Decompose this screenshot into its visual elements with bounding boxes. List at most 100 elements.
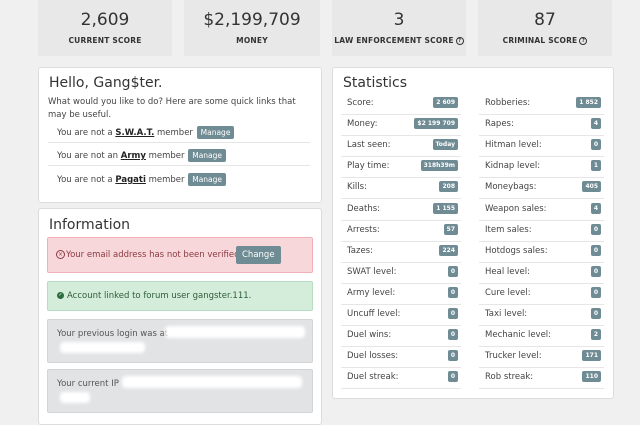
pagati-link[interactable]: Pagati bbox=[115, 175, 146, 185]
money-value: $2,199,709 bbox=[203, 10, 301, 30]
stat-value-badge: 0 bbox=[447, 265, 458, 277]
help-icon[interactable]: ? bbox=[455, 37, 464, 45]
stat-row: Arrests: 57 bbox=[341, 220, 461, 242]
stat-label: Heal level: bbox=[485, 266, 530, 277]
stat-value-badge: $2 199 709 bbox=[414, 118, 458, 130]
stat-row: Mechanic level: 2 bbox=[479, 325, 604, 348]
stat-value-badge: 110 bbox=[582, 371, 601, 383]
stat-row: Robberies: 1 852 bbox=[479, 93, 604, 115]
stat-row: Duel losses: 0 bbox=[341, 346, 461, 369]
membership-prefix: You are not a bbox=[57, 175, 116, 185]
stat-row: Kidnap level: 1 bbox=[479, 156, 604, 179]
stat-value-badge: 318h39m bbox=[420, 160, 458, 172]
army-link[interactable]: Army bbox=[120, 151, 146, 161]
stat-row: Duel streak: 0 bbox=[341, 367, 461, 390]
email-verification-alert: × Your email address has not been verifie… bbox=[47, 237, 313, 273]
information-title: Information bbox=[49, 217, 131, 233]
stat-value-badge: 0 bbox=[590, 244, 601, 256]
stat-value-badge: Today bbox=[432, 139, 458, 151]
law-enforcement-score-label: LAW ENFORCEMENT SCORE bbox=[334, 36, 454, 45]
stat-value-badge: 224 bbox=[439, 244, 458, 256]
forum-alert-text: Account linked to forum user gangster.11… bbox=[67, 291, 252, 301]
stat-value-badge: 1 155 bbox=[433, 202, 458, 214]
stat-label: Item sales: bbox=[485, 224, 532, 235]
criminal-score-card: 87 CRIMINAL SCORE? bbox=[478, 0, 612, 56]
stat-label: Hitman level: bbox=[485, 140, 542, 151]
stat-value-badge: 171 bbox=[582, 350, 601, 362]
stat-value-badge: 2 bbox=[590, 329, 601, 341]
stat-label: Play time: bbox=[347, 161, 390, 172]
stat-value-badge: 405 bbox=[582, 181, 601, 193]
stat-label: Hotdogs sales: bbox=[485, 245, 548, 256]
current-ip-text: Your current IP bbox=[57, 379, 119, 389]
stat-row: Heal level: 0 bbox=[479, 262, 604, 284]
stat-value-badge: 0 bbox=[447, 350, 458, 362]
stat-row: Rob streak: 110 bbox=[479, 367, 604, 390]
stat-row: Cure level: 0 bbox=[479, 283, 604, 305]
stat-value-badge: 4 bbox=[590, 118, 601, 130]
stat-value-badge: 0 bbox=[590, 223, 601, 235]
stat-row: Taxi level: 0 bbox=[479, 304, 604, 326]
stat-value-badge: 4 bbox=[590, 202, 601, 214]
help-icon[interactable]: ? bbox=[579, 37, 588, 45]
stat-label: SWAT level: bbox=[347, 266, 397, 277]
stat-value-badge: 0 bbox=[447, 308, 458, 319]
greeting-title: Hello, Gang$ter. bbox=[49, 75, 163, 91]
stat-row: Item sales: 0 bbox=[479, 220, 604, 242]
current-score-card: 2,609 CURRENT SCORE bbox=[38, 0, 172, 56]
change-email-button[interactable]: Change bbox=[236, 246, 281, 264]
swat-link[interactable]: S.W.A.T. bbox=[115, 128, 155, 138]
previous-login-text: Your previous login was at bbox=[57, 329, 169, 339]
stat-row: Score: 2 609 bbox=[341, 93, 461, 115]
stat-label: Moneybags: bbox=[485, 182, 537, 193]
current-ip-alert: Your current IP bbox=[47, 369, 313, 413]
stat-label: Duel streak: bbox=[347, 372, 399, 383]
stat-value-badge: 1 852 bbox=[576, 97, 601, 108]
stat-value-badge: 0 bbox=[447, 286, 458, 298]
redacted-area bbox=[165, 326, 305, 338]
money-card: $2,199,709 MONEY bbox=[184, 0, 320, 56]
stat-row: Tazes: 224 bbox=[341, 241, 461, 263]
stat-label: Deaths: bbox=[347, 203, 380, 214]
stat-row: Weapon sales: 4 bbox=[479, 199, 604, 221]
stat-value-badge: 57 bbox=[443, 223, 458, 235]
stat-label: Kills: bbox=[347, 182, 367, 193]
manage-pagati-button[interactable]: Manage bbox=[188, 173, 227, 186]
law-enforcement-score-label-wrap: LAW ENFORCEMENT SCORE? bbox=[332, 36, 466, 45]
stat-label: Tazes: bbox=[347, 245, 373, 256]
stat-row: Moneybags: 405 bbox=[479, 177, 604, 200]
stat-label: Uncuff level: bbox=[347, 309, 401, 319]
stat-value-badge: 0 bbox=[590, 308, 601, 319]
law-enforcement-score-value: 3 bbox=[393, 10, 405, 30]
previous-login-alert: Your previous login was at bbox=[47, 319, 313, 363]
stat-row: Deaths: 1 155 bbox=[341, 199, 461, 221]
criminal-score-value: 87 bbox=[534, 10, 556, 30]
membership-row-army: You are not an Army member Manage bbox=[48, 143, 310, 166]
stat-label: Duel losses: bbox=[347, 351, 399, 362]
stat-row: Hotdogs sales: 0 bbox=[479, 241, 604, 263]
stat-label: Army level: bbox=[347, 287, 396, 298]
criminal-score-label: CRIMINAL SCORE bbox=[502, 36, 578, 45]
manage-swat-button[interactable]: Manage bbox=[196, 126, 235, 139]
membership-suffix: member bbox=[154, 128, 193, 138]
stat-row: Rapes: 4 bbox=[479, 114, 604, 137]
stat-row: Duel wins: 0 bbox=[341, 325, 461, 348]
redacted-area bbox=[60, 342, 145, 353]
redacted-area bbox=[122, 376, 302, 388]
stat-row: Uncuff level: 0 bbox=[341, 304, 461, 326]
stat-label: Last seen: bbox=[347, 140, 391, 151]
stat-row: Trucker level: 171 bbox=[479, 346, 604, 369]
stat-label: Duel wins: bbox=[347, 330, 392, 341]
statistics-title: Statistics bbox=[343, 75, 407, 91]
stat-value-badge: 0 bbox=[447, 329, 458, 341]
stat-row: Army level: 0 bbox=[341, 283, 461, 305]
stat-value-badge: 0 bbox=[590, 139, 601, 151]
stat-row: Last seen: Today bbox=[341, 135, 461, 158]
stat-label: Score: bbox=[347, 98, 374, 108]
manage-army-button[interactable]: Manage bbox=[188, 149, 227, 162]
current-score-label: CURRENT SCORE bbox=[68, 36, 142, 45]
stat-label: Robberies: bbox=[485, 98, 531, 108]
stat-row: Kills: 208 bbox=[341, 177, 461, 200]
warning-circle-icon: × bbox=[56, 250, 65, 259]
information-panel: Information × Your email address has not … bbox=[38, 208, 322, 425]
